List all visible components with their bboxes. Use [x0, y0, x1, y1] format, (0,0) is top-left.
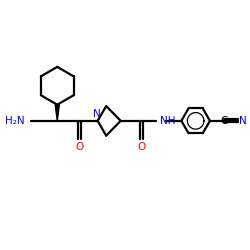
Text: NH: NH [160, 116, 176, 126]
Text: O: O [75, 142, 83, 152]
Text: C: C [221, 116, 228, 126]
Text: N: N [240, 116, 247, 126]
Text: O: O [137, 142, 145, 152]
Text: N: N [92, 109, 100, 119]
Text: H₂N: H₂N [5, 116, 25, 126]
Polygon shape [55, 105, 59, 121]
